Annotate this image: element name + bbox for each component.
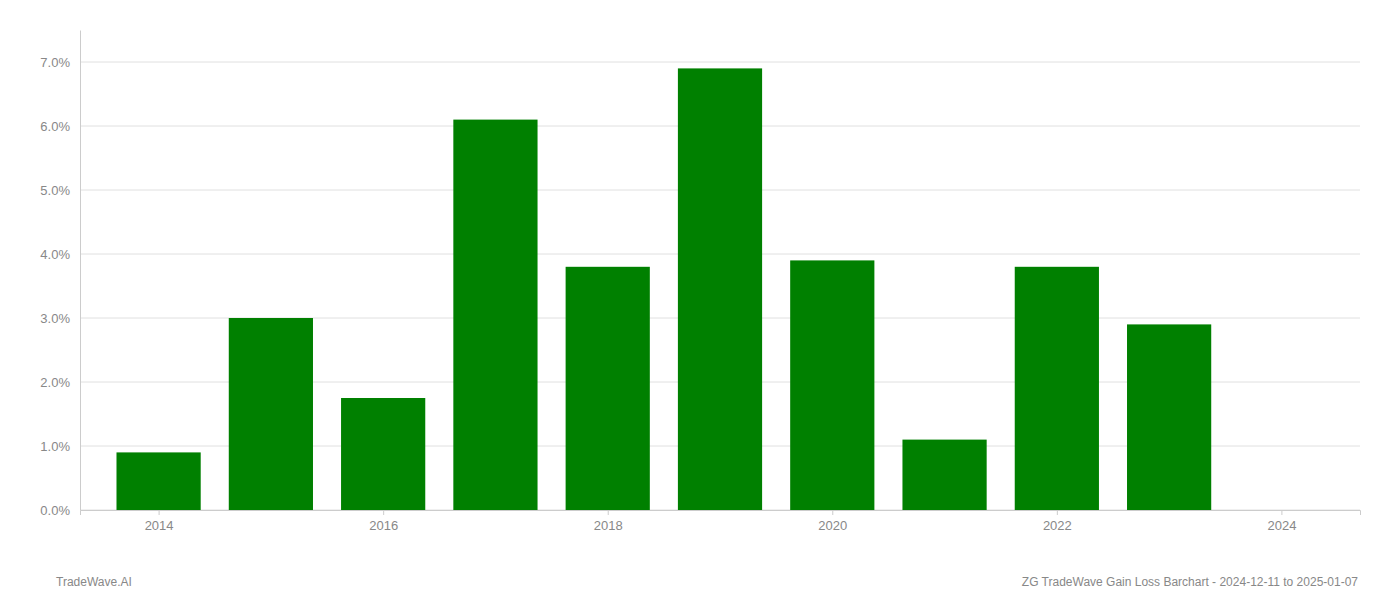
y-axis-line [80, 31, 81, 511]
y-tick-label: 7.0% [40, 55, 70, 70]
y-tick: 0.0% [40, 503, 80, 518]
y-tick: 1.0% [40, 439, 80, 454]
x-tick-label: 2022 [1043, 518, 1072, 533]
x-tick: 2018 [594, 510, 623, 533]
x-tick: 2014 [145, 510, 174, 533]
x-tick-mark [1057, 510, 1058, 515]
bar [1015, 267, 1099, 510]
y-tick-label: 2.0% [40, 375, 70, 390]
y-axis: 0.0% 1.0% 2.0% 3.0% 4.0% 5.0% 6.0% 7.0% [40, 31, 80, 518]
footer-text: ZG TradeWave Gain Loss Barchart - 2024-1… [1022, 575, 1359, 589]
bar [116, 452, 200, 510]
footer-text: TradeWave.AI [56, 575, 132, 589]
bar [902, 440, 986, 510]
y-tick: 6.0% [40, 119, 80, 134]
grid [80, 62, 1360, 510]
x-tick: 2024 [1267, 510, 1296, 533]
y-tick-label: 3.0% [40, 311, 70, 326]
y-tick-label: 1.0% [40, 439, 70, 454]
y-tick-label: 5.0% [40, 183, 70, 198]
y-tick: 4.0% [40, 247, 80, 262]
bars [116, 68, 1211, 510]
y-tick-label: 6.0% [40, 119, 70, 134]
x-tick-label: 2018 [594, 518, 623, 533]
x-tick-label: 2020 [818, 518, 847, 533]
chart: 2014 2016 2018 2020 2022 2024 0.0% 1.0% 2.0% 3.0%… [0, 0, 1400, 600]
y-tick: 2.0% [40, 375, 80, 390]
y-tick: 3.0% [40, 311, 80, 326]
x-tick-mark [383, 510, 384, 515]
x-tick: 2020 [818, 510, 847, 533]
bar [453, 120, 537, 510]
y-tick-label: 0.0% [40, 503, 70, 518]
x-axis: 2014 2016 2018 2020 2022 2024 [81, 510, 1361, 533]
y-tick-label: 4.0% [40, 247, 70, 262]
grid-line [80, 62, 1360, 63]
x-axis-line [81, 511, 1361, 516]
x-tick-mark [159, 510, 160, 515]
bar [1127, 324, 1211, 510]
x-tick-label: 2024 [1267, 518, 1296, 533]
x-tick-label: 2016 [369, 518, 398, 533]
x-tick: 2016 [369, 510, 398, 533]
y-tick: 7.0% [40, 55, 80, 70]
bar [341, 398, 425, 510]
bar [229, 318, 313, 510]
bar [678, 68, 762, 510]
y-tick: 5.0% [40, 183, 80, 198]
bar [566, 267, 650, 510]
bar [790, 260, 874, 510]
x-tick: 2022 [1043, 510, 1072, 533]
annotations: TradeWave.AI ZG TradeWave Gain Loss Barch… [56, 575, 1358, 589]
x-tick-mark [608, 510, 609, 515]
x-tick-label: 2014 [145, 518, 174, 533]
x-tick-mark [1281, 510, 1282, 515]
x-tick-mark [832, 510, 833, 515]
